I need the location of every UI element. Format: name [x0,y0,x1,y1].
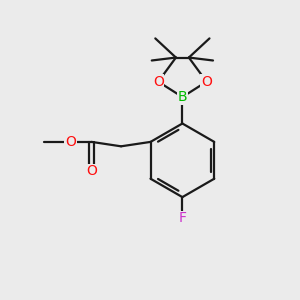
Text: B: B [178,90,187,104]
Text: O: O [65,135,76,149]
Text: O: O [201,75,212,89]
Text: O: O [153,75,164,89]
Text: F: F [178,211,186,225]
Text: O: O [86,164,97,178]
